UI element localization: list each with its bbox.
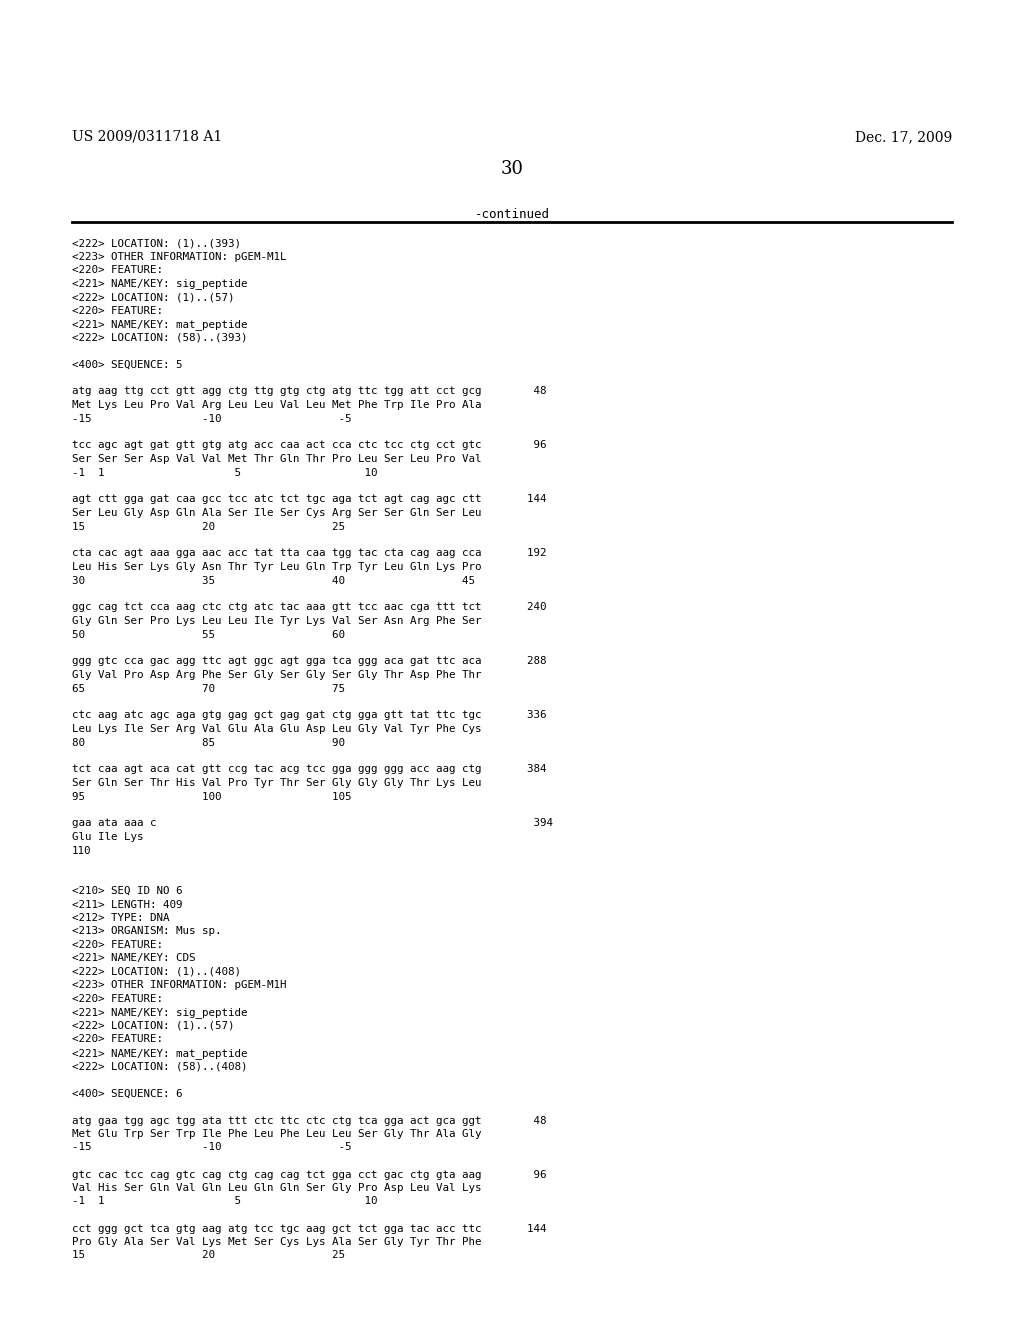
Text: Leu Lys Ile Ser Arg Val Glu Ala Glu Asp Leu Gly Val Tyr Phe Cys: Leu Lys Ile Ser Arg Val Glu Ala Glu Asp … (72, 723, 481, 734)
Text: cct ggg gct tca gtg aag atg tcc tgc aag gct tct gga tac acc ttc       144: cct ggg gct tca gtg aag atg tcc tgc aag … (72, 1224, 547, 1233)
Text: Met Glu Trp Ser Trp Ile Phe Leu Phe Leu Leu Ser Gly Thr Ala Gly: Met Glu Trp Ser Trp Ile Phe Leu Phe Leu … (72, 1129, 481, 1139)
Text: Dec. 17, 2009: Dec. 17, 2009 (855, 129, 952, 144)
Text: tcc agc agt gat gtt gtg atg acc caa act cca ctc tcc ctg cct gtc        96: tcc agc agt gat gtt gtg atg acc caa act … (72, 441, 547, 450)
Text: Pro Gly Ala Ser Val Lys Met Ser Cys Lys Ala Ser Gly Tyr Thr Phe: Pro Gly Ala Ser Val Lys Met Ser Cys Lys … (72, 1237, 481, 1247)
Text: <223> OTHER INFORMATION: pGEM-M1L: <223> OTHER INFORMATION: pGEM-M1L (72, 252, 287, 261)
Text: <221> NAME/KEY: CDS: <221> NAME/KEY: CDS (72, 953, 196, 964)
Text: 50                  55                  60: 50 55 60 (72, 630, 345, 639)
Text: 15                  20                  25: 15 20 25 (72, 521, 345, 532)
Text: -1  1                    5                   10: -1 1 5 10 (72, 467, 378, 478)
Text: <210> SEQ ID NO 6: <210> SEQ ID NO 6 (72, 886, 182, 896)
Text: <220> FEATURE:: <220> FEATURE: (72, 265, 163, 275)
Text: agt ctt gga gat caa gcc tcc atc tct tgc aga tct agt cag agc ctt       144: agt ctt gga gat caa gcc tcc atc tct tgc … (72, 495, 547, 504)
Text: <220> FEATURE:: <220> FEATURE: (72, 994, 163, 1005)
Text: ggg gtc cca gac agg ttc agt ggc agt gga tca ggg aca gat ttc aca       288: ggg gtc cca gac agg ttc agt ggc agt gga … (72, 656, 547, 667)
Text: Met Lys Leu Pro Val Arg Leu Leu Val Leu Met Phe Trp Ile Pro Ala: Met Lys Leu Pro Val Arg Leu Leu Val Leu … (72, 400, 481, 411)
Text: 110: 110 (72, 846, 91, 855)
Text: 30: 30 (501, 160, 523, 178)
Text: <223> OTHER INFORMATION: pGEM-M1H: <223> OTHER INFORMATION: pGEM-M1H (72, 981, 287, 990)
Text: Gly Gln Ser Pro Lys Leu Leu Ile Tyr Lys Val Ser Asn Arg Phe Ser: Gly Gln Ser Pro Lys Leu Leu Ile Tyr Lys … (72, 616, 481, 626)
Text: cta cac agt aaa gga aac acc tat tta caa tgg tac cta cag aag cca       192: cta cac agt aaa gga aac acc tat tta caa … (72, 549, 547, 558)
Text: <400> SEQUENCE: 5: <400> SEQUENCE: 5 (72, 359, 182, 370)
Text: gtc cac tcc cag gtc cag ctg cag cag tct gga cct gac ctg gta aag        96: gtc cac tcc cag gtc cag ctg cag cag tct … (72, 1170, 547, 1180)
Text: <221> NAME/KEY: mat_peptide: <221> NAME/KEY: mat_peptide (72, 1048, 248, 1059)
Text: Leu His Ser Lys Gly Asn Thr Tyr Leu Gln Trp Tyr Leu Gln Lys Pro: Leu His Ser Lys Gly Asn Thr Tyr Leu Gln … (72, 562, 481, 572)
Text: <220> FEATURE:: <220> FEATURE: (72, 1035, 163, 1044)
Text: tct caa agt aca cat gtt ccg tac acg tcc gga ggg ggg acc aag ctg       384: tct caa agt aca cat gtt ccg tac acg tcc … (72, 764, 547, 775)
Text: -1  1                    5                   10: -1 1 5 10 (72, 1196, 378, 1206)
Text: <211> LENGTH: 409: <211> LENGTH: 409 (72, 899, 182, 909)
Text: <221> NAME/KEY: sig_peptide: <221> NAME/KEY: sig_peptide (72, 1007, 248, 1019)
Text: -15                 -10                  -5: -15 -10 -5 (72, 413, 351, 424)
Text: 15                  20                  25: 15 20 25 (72, 1250, 345, 1261)
Text: Ser Gln Ser Thr His Val Pro Tyr Thr Ser Gly Gly Gly Thr Lys Leu: Ser Gln Ser Thr His Val Pro Tyr Thr Ser … (72, 777, 481, 788)
Text: atg gaa tgg agc tgg ata ttt ctc ttc ctc ctg tca gga act gca ggt        48: atg gaa tgg agc tgg ata ttt ctc ttc ctc … (72, 1115, 547, 1126)
Text: <222> LOCATION: (1)..(408): <222> LOCATION: (1)..(408) (72, 968, 241, 977)
Text: <222> LOCATION: (58)..(393): <222> LOCATION: (58)..(393) (72, 333, 248, 342)
Text: <400> SEQUENCE: 6: <400> SEQUENCE: 6 (72, 1089, 182, 1098)
Text: <222> LOCATION: (1)..(57): <222> LOCATION: (1)..(57) (72, 1020, 234, 1031)
Text: <221> NAME/KEY: mat_peptide: <221> NAME/KEY: mat_peptide (72, 319, 248, 330)
Text: Gly Val Pro Asp Arg Phe Ser Gly Ser Gly Ser Gly Thr Asp Phe Thr: Gly Val Pro Asp Arg Phe Ser Gly Ser Gly … (72, 671, 481, 680)
Text: US 2009/0311718 A1: US 2009/0311718 A1 (72, 129, 222, 144)
Text: <221> NAME/KEY: sig_peptide: <221> NAME/KEY: sig_peptide (72, 279, 248, 289)
Text: <220> FEATURE:: <220> FEATURE: (72, 940, 163, 950)
Text: <212> TYPE: DNA: <212> TYPE: DNA (72, 913, 170, 923)
Text: Glu Ile Lys: Glu Ile Lys (72, 832, 143, 842)
Text: 80                  85                  90: 80 85 90 (72, 738, 345, 747)
Text: <220> FEATURE:: <220> FEATURE: (72, 305, 163, 315)
Text: 30                  35                  40                  45: 30 35 40 45 (72, 576, 475, 586)
Text: 95                  100                 105: 95 100 105 (72, 792, 351, 801)
Text: ctc aag atc agc aga gtg gag gct gag gat ctg gga gtt tat ttc tgc       336: ctc aag atc agc aga gtg gag gct gag gat … (72, 710, 547, 721)
Text: Val His Ser Gln Val Gln Leu Gln Gln Ser Gly Pro Asp Leu Val Lys: Val His Ser Gln Val Gln Leu Gln Gln Ser … (72, 1183, 481, 1193)
Text: gaa ata aaa c                                                          394: gaa ata aaa c 394 (72, 818, 553, 829)
Text: <213> ORGANISM: Mus sp.: <213> ORGANISM: Mus sp. (72, 927, 221, 936)
Text: ggc cag tct cca aag ctc ctg atc tac aaa gtt tcc aac cga ttt tct       240: ggc cag tct cca aag ctc ctg atc tac aaa … (72, 602, 547, 612)
Text: <222> LOCATION: (1)..(393): <222> LOCATION: (1)..(393) (72, 238, 241, 248)
Text: -continued: -continued (474, 209, 550, 220)
Text: atg aag ttg cct gtt agg ctg ttg gtg ctg atg ttc tgg att cct gcg        48: atg aag ttg cct gtt agg ctg ttg gtg ctg … (72, 387, 547, 396)
Text: Ser Leu Gly Asp Gln Ala Ser Ile Ser Cys Arg Ser Ser Gln Ser Leu: Ser Leu Gly Asp Gln Ala Ser Ile Ser Cys … (72, 508, 481, 517)
Text: <222> LOCATION: (58)..(408): <222> LOCATION: (58)..(408) (72, 1061, 248, 1072)
Text: Ser Ser Ser Asp Val Val Met Thr Gln Thr Pro Leu Ser Leu Pro Val: Ser Ser Ser Asp Val Val Met Thr Gln Thr … (72, 454, 481, 465)
Text: <222> LOCATION: (1)..(57): <222> LOCATION: (1)..(57) (72, 292, 234, 302)
Text: -15                 -10                  -5: -15 -10 -5 (72, 1143, 351, 1152)
Text: 65                  70                  75: 65 70 75 (72, 684, 345, 693)
